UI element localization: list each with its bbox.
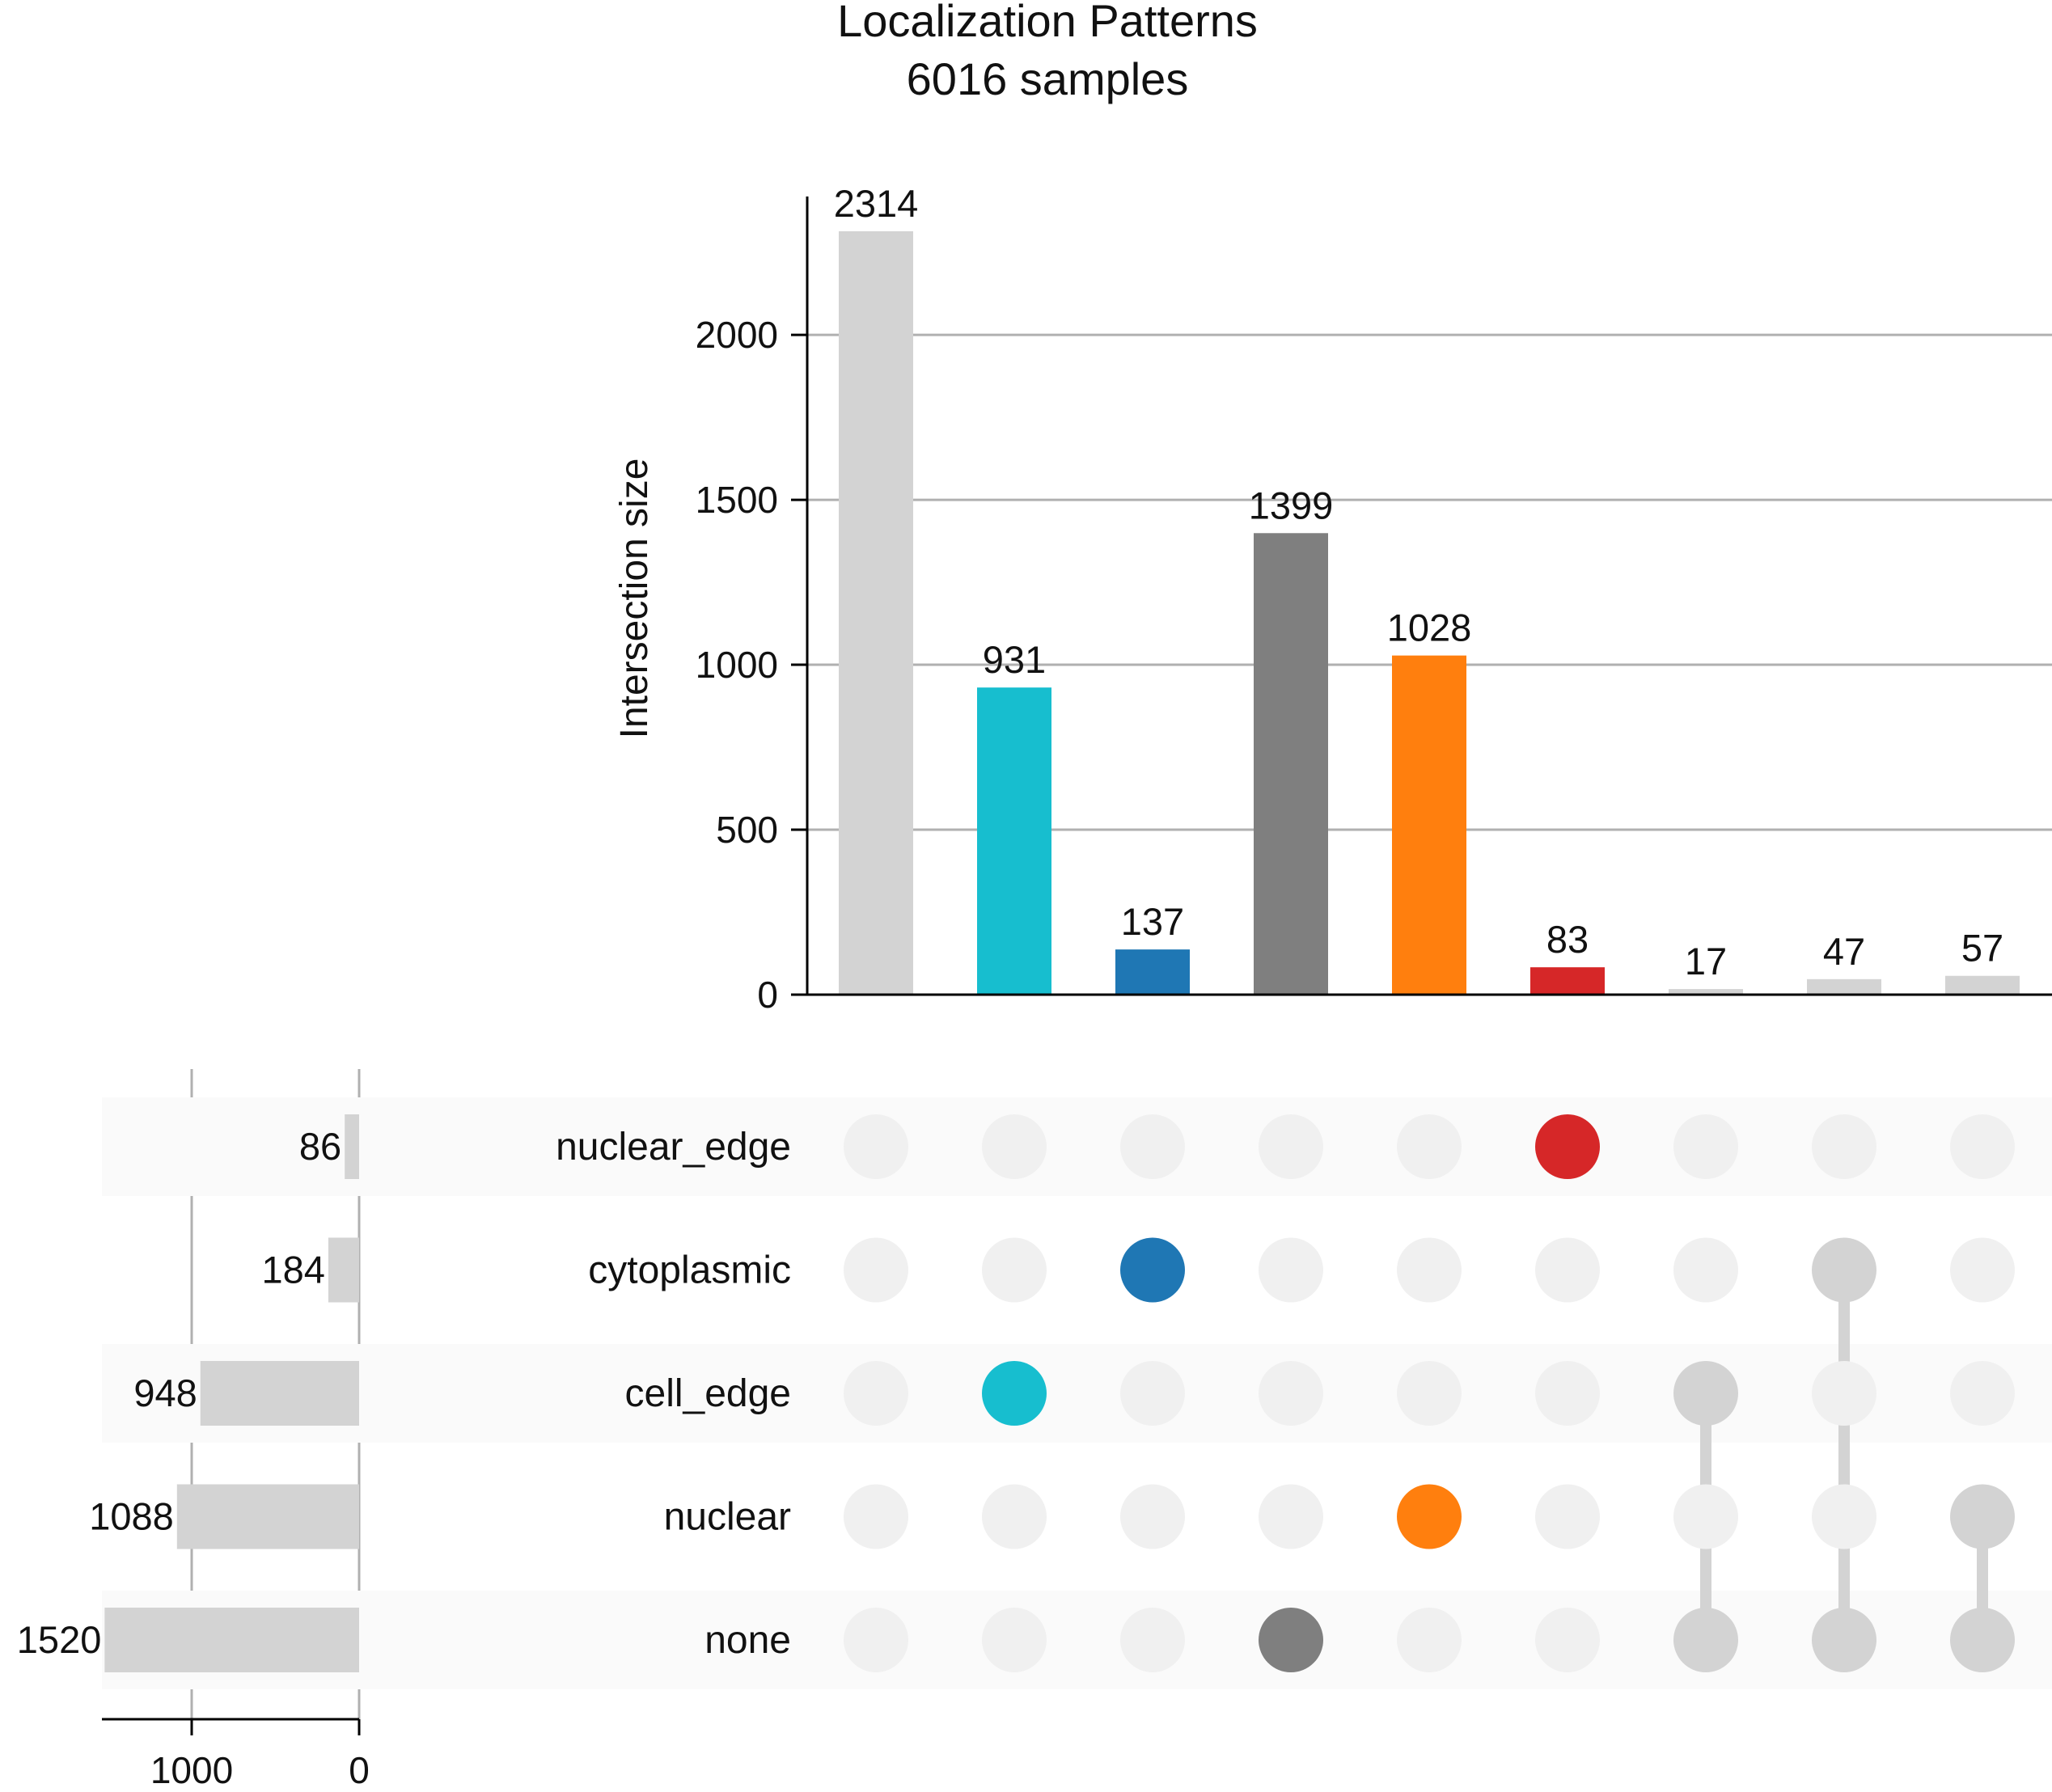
intersection-value-label: 931: [983, 638, 1046, 681]
set-tick-label: 1000: [150, 1749, 233, 1791]
set-size-label: 86: [299, 1125, 341, 1168]
row-stripe: [102, 1591, 2052, 1689]
matrix-dot-empty: [1259, 1114, 1323, 1179]
matrix-dot-empty: [844, 1484, 908, 1549]
matrix-dot-empty: [844, 1608, 908, 1672]
set-name-label: none: [704, 1619, 791, 1662]
matrix-dot-empty: [1950, 1237, 2015, 1303]
matrix-dot-empty: [1120, 1361, 1185, 1426]
matrix-dot-empty: [1120, 1114, 1185, 1179]
matrix-dot-filled: [982, 1361, 1047, 1426]
matrix-dot-filled: [1673, 1608, 1738, 1672]
matrix-dot-filled: [1259, 1608, 1323, 1672]
axes: 0 500 1000 1500 2000 1000 0: [102, 197, 2052, 1791]
matrix-dot-empty: [1673, 1484, 1738, 1549]
intersection-bar: [1115, 949, 1190, 995]
set-name-label: cell_edge: [625, 1372, 792, 1415]
intersection-bar: [1669, 989, 1743, 995]
matrix-dot-empty: [982, 1484, 1047, 1549]
set-size-bar: [200, 1361, 359, 1426]
y-tick-label: 1000: [696, 644, 778, 686]
intersection-value-label: 1399: [1249, 484, 1334, 526]
y-tick-label: 1500: [696, 479, 778, 521]
intersection-value-label: 17: [1685, 940, 1727, 983]
matrix-dot-empty: [844, 1361, 908, 1426]
matrix-dot-empty: [1397, 1608, 1462, 1672]
matrix-dot-empty: [1535, 1608, 1600, 1672]
intersection-value-label: 57: [1961, 927, 2003, 970]
chart-title: Localization Patterns: [837, 0, 1258, 46]
matrix-dot-empty: [1673, 1237, 1738, 1303]
set-size-bar: [176, 1484, 359, 1549]
matrix-dot-empty: [1950, 1114, 2015, 1179]
matrix-dot-filled: [1120, 1237, 1185, 1303]
set-name-label: nuclear_edge: [556, 1126, 791, 1169]
matrix-dot-empty: [982, 1608, 1047, 1672]
matrix-dot-filled: [1950, 1484, 2015, 1549]
row-stripe: [102, 1097, 2052, 1196]
set-size-bars: 86 184 948 1088 1520: [17, 1114, 360, 1672]
intersection-bar: [1392, 655, 1466, 995]
intersection-bar: [1807, 978, 1881, 995]
intersection-value-label: 47: [1823, 930, 1865, 973]
matrix-dot-filled: [1812, 1608, 1876, 1672]
matrix-row-stripes: [102, 1097, 2052, 1689]
matrix-dot-empty: [982, 1114, 1047, 1179]
intersection-bar: [839, 231, 913, 995]
y-tick-label: 2000: [696, 314, 778, 356]
set-size-label: 948: [133, 1371, 197, 1414]
y-axis-label: Intersection size: [613, 459, 656, 739]
matrix-dot-empty: [1259, 1237, 1323, 1303]
matrix-dot-filled: [1397, 1484, 1462, 1549]
set-name-label: cytoplasmic: [588, 1249, 791, 1292]
matrix-dot-empty: [1259, 1484, 1323, 1549]
matrix-dot-empty: [1535, 1484, 1600, 1549]
matrix-dot-empty: [1397, 1361, 1462, 1426]
intersection-value-label: 2314: [834, 182, 919, 225]
set-size-label: 1520: [17, 1618, 102, 1661]
matrix-dot-filled: [1812, 1237, 1876, 1303]
matrix-dot-empty: [1812, 1484, 1876, 1549]
matrix-dot-empty: [1950, 1361, 2015, 1426]
set-tick-label: 0: [349, 1749, 370, 1791]
matrix-dot-empty: [1673, 1114, 1738, 1179]
chart-subtitle: 6016 samples: [907, 53, 1189, 104]
matrix-dot-empty: [1535, 1361, 1600, 1426]
set-size-bar: [345, 1114, 359, 1179]
matrix-dot-empty: [844, 1237, 908, 1303]
matrix-dot-filled: [1535, 1114, 1600, 1179]
intersection-bar: [1945, 975, 2020, 995]
set-name-label: nuclear: [664, 1496, 791, 1539]
matrix-dot-empty: [1812, 1361, 1876, 1426]
matrix-dot-empty: [1120, 1484, 1185, 1549]
matrix-dot-empty: [1397, 1237, 1462, 1303]
y-tick-label: 500: [716, 809, 778, 851]
intersection-value-label: 137: [1121, 900, 1184, 943]
matrix-dot-empty: [1120, 1608, 1185, 1672]
y-tick-label: 0: [757, 974, 778, 1016]
matrix-dot-empty: [844, 1114, 908, 1179]
intersection-bar: [977, 687, 1051, 995]
set-size-bar: [328, 1237, 359, 1303]
set-size-label: 184: [261, 1249, 324, 1291]
intersection-bar: [1254, 533, 1328, 995]
set-size-bar: [104, 1608, 360, 1672]
matrix-dot-empty: [982, 1237, 1047, 1303]
intersection-bars: 2314 931 137 1399 1028 83 17 47 57: [834, 182, 2020, 995]
intersection-value-label: 83: [1546, 918, 1589, 961]
matrix-dot-empty: [1259, 1361, 1323, 1426]
matrix-dot-empty: [1397, 1114, 1462, 1179]
set-size-label: 1088: [89, 1495, 174, 1538]
intersection-value-label: 1028: [1387, 606, 1472, 649]
matrix-dot-empty: [1535, 1237, 1600, 1303]
matrix-dot-filled: [1673, 1361, 1738, 1426]
intersection-bar: [1530, 967, 1605, 995]
row-stripe: [102, 1344, 2052, 1443]
matrix-dot-empty: [1812, 1114, 1876, 1179]
matrix-dot-filled: [1950, 1608, 2015, 1672]
